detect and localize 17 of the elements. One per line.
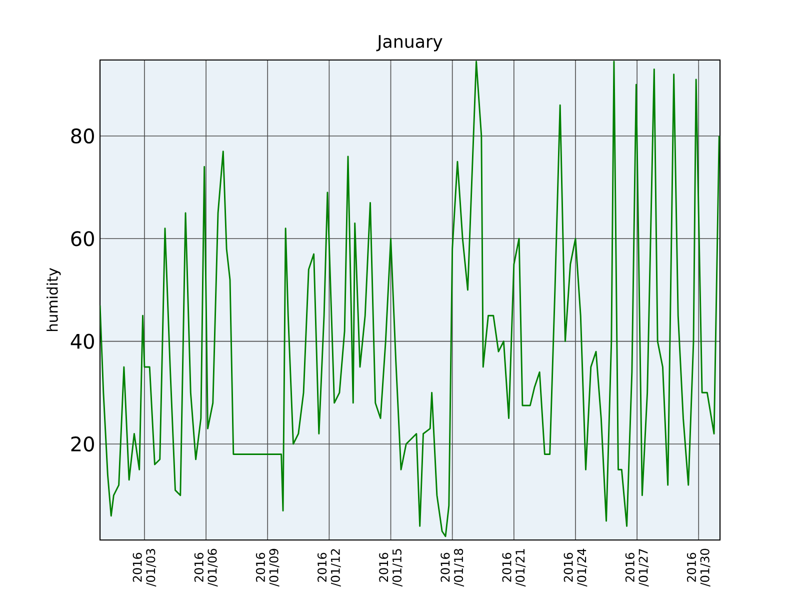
y-axis-title: humidity	[46, 268, 61, 332]
y-tick-label: 80	[71, 128, 94, 144]
y-tick-label: 60	[71, 231, 94, 246]
x-tick-label: 2016 /01/06	[194, 548, 218, 587]
x-tick-label: 2016 /01/24	[564, 548, 588, 587]
x-tick-label: 2016 /01/21	[502, 549, 526, 587]
x-tick-label: 2016 /01/30	[686, 548, 710, 587]
x-tick-label: 2016 /01/03	[132, 549, 156, 587]
x-tick-label: 2016 /01/15	[379, 549, 402, 587]
x-tick-label: 2016 /01/27	[625, 549, 649, 587]
chart-title: January	[376, 35, 442, 52]
x-tick-label: 2016 /01/12	[318, 549, 341, 587]
x-tick-label: 2016 /01/09	[256, 548, 280, 587]
y-tick-label: 40	[70, 334, 94, 349]
x-tick-label: 2016 /01/18	[440, 548, 464, 587]
line-series	[100, 60, 720, 538]
y-tick-label: 20	[71, 436, 94, 452]
